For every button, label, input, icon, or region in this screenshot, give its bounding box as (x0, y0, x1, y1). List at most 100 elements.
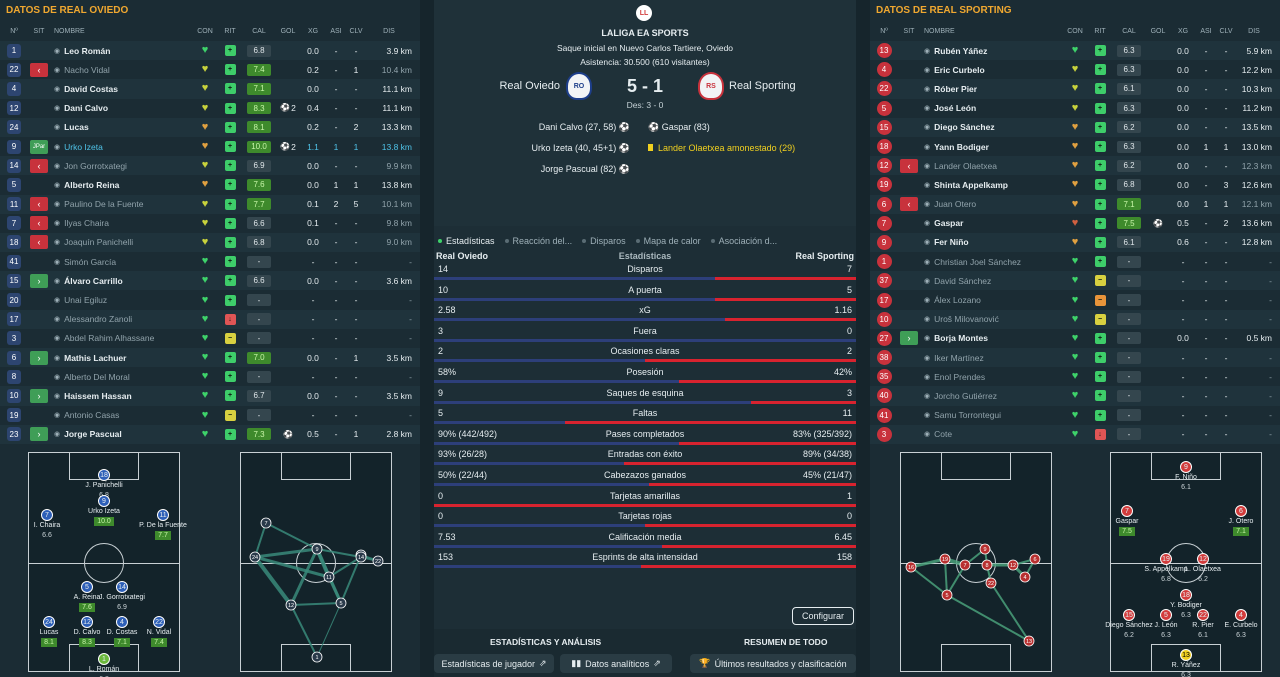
col-dis[interactable]: DIS (1248, 28, 1260, 35)
player-row[interactable]: 13 ◉ Rubén Yáñez ♥ +6.3 0.0 - - 5.9 km (870, 41, 1280, 61)
player-name-cell[interactable]: ◉ Eric Curbelo (920, 65, 1062, 75)
formation-player[interactable]: 9 Urko Izeta 10.0 (79, 495, 129, 526)
player-row[interactable]: 41 ◉ Simón García ♥ + - - - - - (0, 252, 420, 271)
player-row[interactable]: 27 › ◉ Borja Montes ♥ + -0.0- -0.5 km (870, 329, 1280, 348)
player-name[interactable]: Jon Gorrotxategi (64, 160, 127, 171)
player-row[interactable]: 6 › ◉ Mathis Lachuer ♥ +7.0 0.0-1 3.5 km (0, 348, 420, 368)
configure-button[interactable]: Configurar (792, 607, 854, 625)
formation-player[interactable]: 4 D. Costas 7.1 (97, 616, 147, 647)
player-row[interactable]: 5 ◉ Alberto Reina ♥ +7.6 0.0 1 1 13.8 km (0, 175, 420, 194)
player-name[interactable]: Enol Prendes (934, 371, 986, 382)
player-name-cell[interactable]: ◉ Ilyas Chaira (50, 218, 192, 228)
substituted-in-icon[interactable]: › (30, 273, 48, 288)
player-name[interactable]: Christian Joel Sánchez (934, 256, 1022, 267)
player-row[interactable]: 37 ◉ David Sánchez ♥ − - - - - - (870, 271, 1280, 291)
player-name[interactable]: Dani Calvo (64, 103, 109, 114)
player-name[interactable]: Álex Lozano (934, 295, 981, 306)
player-row[interactable]: 22 ‹ ◉ Nacho Vidal ♥ +7.4 0.2-1 10.4 km (0, 60, 420, 79)
player-name[interactable]: Urko Izeta (64, 141, 103, 152)
player-row[interactable]: 23 › ◉ Jorge Pascual ♥ +7.3 ⚽ 0.5-1 2.8 km (0, 424, 420, 444)
tab-3[interactable]: Mapa de calor (635, 236, 701, 246)
network-node[interactable]: 7 (959, 559, 971, 571)
player-name[interactable]: Abdel Rahim Alhassane (64, 333, 155, 344)
player-name[interactable]: Juan Otero (934, 199, 977, 210)
player-name[interactable]: Unai Egiluz (64, 295, 108, 306)
col-sit[interactable]: SIT (33, 28, 45, 35)
player-name[interactable]: Alessandro Zanoli (64, 314, 133, 325)
network-node[interactable]: 24 (249, 551, 261, 563)
formation-player[interactable]: 7 I. Chaira 6.6 (22, 509, 72, 540)
player-row[interactable]: 10 ◉ Uroš Milovanović ♥ − - - - - - (870, 309, 1280, 329)
player-row[interactable]: 7 ◉ Gaspar ♥ +7.5 ⚽ 0.5 - 2 13.6 km (870, 214, 1280, 233)
player-row[interactable]: 4 ◉ David Costas ♥ +7.1 0.0 - - 11.1 km (0, 79, 420, 99)
player-name-cell[interactable]: ◉ Dani Calvo (50, 103, 192, 113)
player-name-cell[interactable]: ◉ José León (920, 103, 1062, 113)
network-node[interactable]: 13 (1023, 635, 1035, 647)
player-name[interactable]: Álvaro Carrillo (64, 275, 123, 286)
network-node[interactable]: 4 (1019, 571, 1031, 583)
player-stats-button[interactable]: Estadísticas de jugador ⇗ (434, 654, 554, 673)
player-name[interactable]: Alberto Del Moral (64, 371, 130, 382)
network-node[interactable]: 1 (311, 651, 323, 663)
player-row[interactable]: 20 ◉ Unai Egiluz ♥ + - - - - - (0, 290, 420, 309)
player-name-cell[interactable]: ◉ Christian Joel Sánchez (920, 257, 1062, 267)
player-row[interactable]: 8 ◉ Alberto Del Moral ♥ + - - - - - (0, 367, 420, 386)
player-name-cell[interactable]: ◉ Rubén Yáñez (920, 46, 1062, 56)
player-row[interactable]: 10 › ◉ Haissem Hassan ♥ +6.7 0.0- -3.5 km (0, 386, 420, 406)
player-name[interactable]: Diego Sánchez (934, 122, 995, 133)
player-name[interactable]: Jorcho Gutiérrez (934, 390, 997, 401)
network-node[interactable]: 19 (939, 553, 951, 565)
formation-player[interactable]: 13 R. Yáñez 6.3 (1161, 649, 1211, 677)
player-name-cell[interactable]: ◉ Joaquín Panichelli (50, 237, 192, 247)
player-name-cell[interactable]: ◉ Iker Martínez (920, 353, 1062, 363)
substituted-out-icon[interactable]: ‹ (30, 197, 48, 212)
player-row[interactable]: 4 ◉ Eric Curbelo ♥ +6.3 0.0 - - 12.2 km (870, 60, 1280, 79)
player-row[interactable]: 7 ‹ ◉ Ilyas Chaira ♥ +6.6 0.1- -9.8 km (0, 214, 420, 233)
away-crest-icon[interactable]: RS (698, 72, 724, 100)
network-node[interactable]: 7 (260, 517, 272, 529)
network-node[interactable]: 12 (285, 599, 297, 611)
player-name-cell[interactable]: ◉ Jorcho Gutiérrez (920, 391, 1062, 401)
player-row[interactable]: 6 ‹ ◉ Juan Otero ♥ +7.1 0.0 1 1 12.1 km (870, 194, 1280, 214)
col-xg[interactable]: XG (307, 28, 319, 35)
player-row[interactable]: 1 ◉ Christian Joel Sánchez ♥ + - - - - - (870, 252, 1280, 271)
player-row[interactable]: 41 ◉ Samu Torrontegui ♥ + - - - - - (870, 406, 1280, 425)
player-name[interactable]: Rubén Yáñez (934, 45, 988, 56)
player-name-cell[interactable]: ◉ Mathis Lachuer (50, 353, 192, 363)
home-crest-icon[interactable]: RO (566, 72, 592, 100)
substituted-in-icon[interactable]: › (30, 350, 48, 365)
formation-player[interactable]: 12 D. Calvo 8.3 (62, 616, 112, 647)
formation-player[interactable]: 24 Lucas 8.1 (24, 616, 74, 647)
player-row[interactable]: 35 ◉ Enol Prendes ♥ + - - - - - (870, 367, 1280, 386)
player-name-cell[interactable]: ◉ Álex Lozano (920, 295, 1062, 305)
formation-player[interactable]: 14 J. Gorrotxategi 6.9 (97, 581, 147, 612)
player-name-cell[interactable]: ◉ Urko Izeta (50, 142, 192, 152)
substituted-out-icon[interactable]: ‹ (900, 158, 918, 173)
player-row[interactable]: 9 ◉ Fer Niño ♥ +6.1 0.6 - - 12.8 km (870, 232, 1280, 253)
player-row[interactable]: 15 ◉ Diego Sánchez ♥ +6.2 0.0 - - 13.5 km (870, 117, 1280, 137)
player-name[interactable]: Ilyas Chaira (64, 218, 109, 229)
player-name-cell[interactable]: ◉ David Sánchez (920, 276, 1062, 286)
player-name[interactable]: Róber Pier (934, 83, 978, 94)
player-name-cell[interactable]: ◉ Lander Olaetxea (920, 161, 1062, 171)
tab-4[interactable]: Asociación d... (710, 236, 777, 246)
formation-player[interactable]: 1L. Román6.8 (79, 653, 129, 677)
player-row[interactable]: 18 ◉ Yann Bodiger ♥ +6.3 0.0 1 1 13.0 km (870, 137, 1280, 156)
formation-player[interactable]: 9 F. Niño 6.1 (1161, 461, 1211, 492)
substituted-in-icon[interactable]: › (30, 427, 48, 442)
player-name-cell[interactable]: ◉ Abdel Rahim Alhassane (50, 333, 192, 343)
formation-player[interactable]: 12 L. Olaetxea 6.2 (1178, 553, 1228, 584)
player-row[interactable]: 5 ◉ José León ♥ +6.3 0.0 - - 11.2 km (870, 99, 1280, 118)
player-name-cell[interactable]: ◉ Gaspar (920, 218, 1062, 228)
player-name[interactable]: Antonio Casas (64, 410, 120, 421)
player-row[interactable]: 24 ◉ Lucas ♥ +8.1 0.2 - 2 13.3 km (0, 117, 420, 137)
home-team-name[interactable]: Real Oviedo (499, 80, 560, 92)
formation-player[interactable]: 22 R. Pier 6.1 (1178, 609, 1228, 640)
player-name[interactable]: Shinta Appelkamp (934, 179, 1008, 190)
player-row[interactable]: 15 › ◉ Álvaro Carrillo ♥ +6.6 0.0- -3.6 km (0, 271, 420, 291)
player-row[interactable]: 1 ◉ Leo Román ♥ +6.8 0.0 - - 3.9 km (0, 41, 420, 61)
substituted-out-icon[interactable]: ‹ (30, 62, 48, 77)
substituted-out-icon[interactable]: ‹ (900, 197, 918, 212)
player-name-cell[interactable]: ◉ Simón García (50, 257, 192, 267)
network-node[interactable]: 12 (1007, 559, 1019, 571)
